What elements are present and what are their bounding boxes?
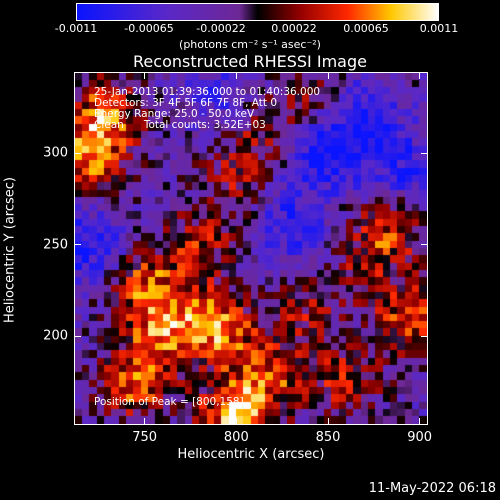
colorbar-tick: -0.00065 [124, 22, 174, 35]
info-detectors: Detectors: 3F 4F 5F 6F 7F 8F, Att 0 [94, 97, 278, 109]
y-tick-mark [421, 335, 427, 337]
info-clean-counts: Clean Total counts: 3.52E+03 [94, 119, 266, 131]
x-tick-label: 750 [132, 430, 158, 445]
timestamp: 11-May-2022 06:18 [368, 481, 496, 496]
x-tick-mark [419, 73, 421, 79]
y-tick-label: 200 [43, 328, 68, 344]
y-tick-label: 250 [43, 237, 68, 253]
y-tick-mark [421, 244, 427, 246]
chart-title: Reconstructed RHESSI Image [133, 52, 367, 71]
x-tick-label: 850 [315, 430, 341, 445]
x-tick-mark [144, 73, 146, 79]
x-tick-label: 800 [223, 430, 249, 445]
y-tick-mark [75, 244, 81, 246]
plot-frame [74, 72, 428, 425]
x-tick-mark [144, 418, 146, 424]
colorbar-tick: 0.00065 [343, 22, 389, 35]
info-peak-position: Position of Peak = [800,158] [94, 396, 244, 408]
info-time-range: 25-Jan-2013 01:39:36.000 to 01:40:36.000 [94, 86, 321, 98]
colorbar-tick: -0.00022 [196, 22, 246, 35]
x-axis-label: Heliocentric X (arcsec) [177, 447, 325, 462]
y-tick-mark [75, 335, 81, 337]
heatmap-image [75, 73, 427, 424]
colorbar-tick: -0.0011 [54, 22, 98, 35]
y-tick-mark [75, 152, 81, 154]
colorbar-tick: 0.0011 [419, 22, 459, 35]
x-tick-mark [327, 73, 329, 79]
colorbar [76, 3, 439, 21]
colorbar-units: (photons cm⁻² s⁻¹ asec⁻²) [179, 38, 321, 51]
x-tick-label: 900 [407, 430, 433, 445]
x-tick-mark [235, 418, 237, 424]
colorbar-tick: 0.00022 [271, 22, 317, 35]
x-tick-mark [235, 73, 237, 79]
y-tick-mark [421, 152, 427, 154]
y-tick-label: 300 [43, 145, 68, 161]
info-energy-range: Energy Range: 25.0 - 50.0 keV [94, 108, 255, 120]
y-axis-label: Heliocentric Y (arcsec) [2, 177, 18, 323]
x-tick-mark [327, 418, 329, 424]
x-tick-mark [419, 418, 421, 424]
